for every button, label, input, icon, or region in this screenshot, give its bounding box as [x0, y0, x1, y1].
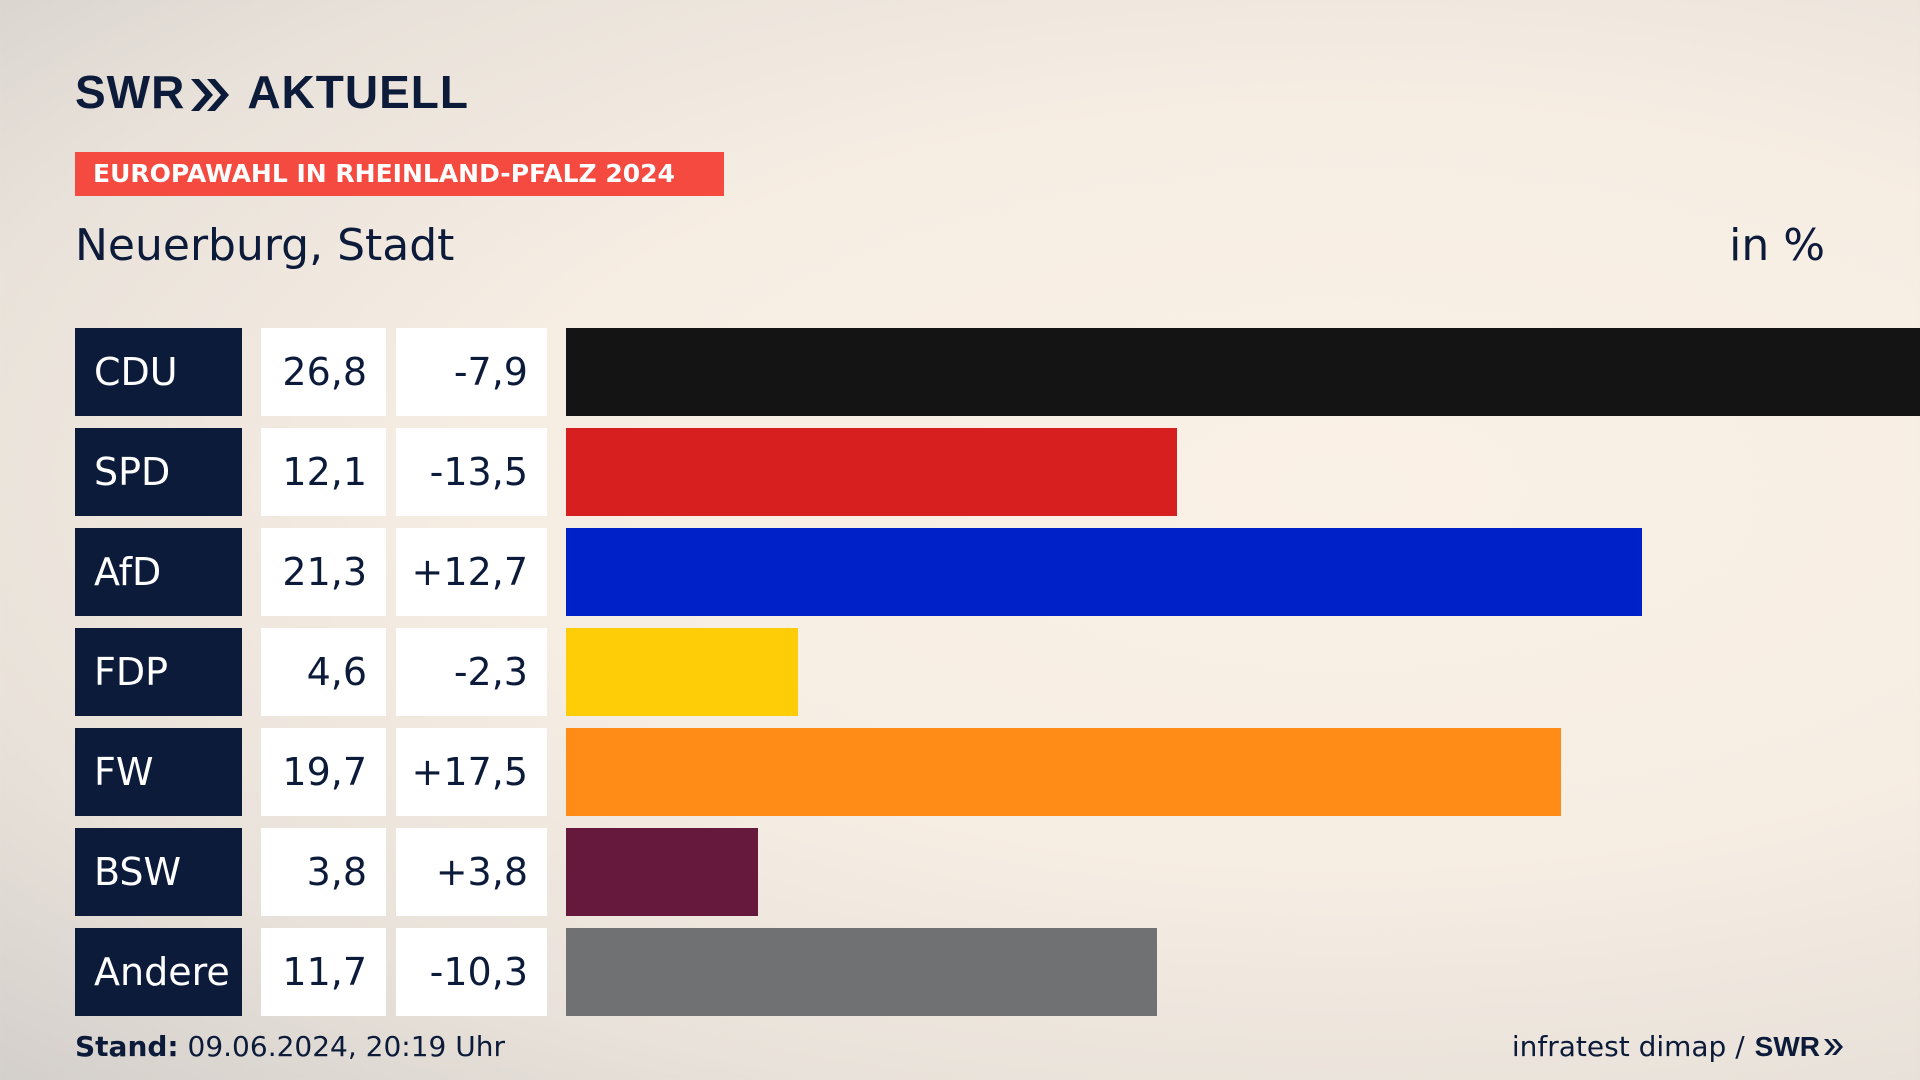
change-value: -13,5: [396, 428, 547, 516]
double-chevron-right-icon: [189, 72, 233, 112]
result-row: FW 19,7 +17,5: [75, 728, 1920, 816]
stand-label: Stand:: [75, 1030, 179, 1063]
party-label: SPD: [75, 428, 242, 516]
party-label: FW: [75, 728, 242, 816]
share-bar: [566, 628, 798, 716]
logo-swr-text: SWR: [75, 66, 186, 118]
result-row: BSW 3,8 +3,8: [75, 828, 1920, 916]
swr-aktuell-logo: SWR AKTUELL: [75, 66, 469, 118]
share-bar: [566, 728, 1561, 816]
result-row: AfD 21,3 +12,7: [75, 528, 1920, 616]
share-bar: [566, 828, 758, 916]
source-credit: infratest dimap / SWR: [1512, 1030, 1845, 1063]
footer-swr-text: SWR: [1754, 1030, 1820, 1062]
change-value: -7,9: [396, 328, 547, 416]
share-value: 26,8: [261, 328, 386, 416]
party-label: AfD: [75, 528, 242, 616]
timestamp: Stand: 09.06.2024, 20:19 Uhr: [75, 1030, 505, 1063]
share-value: 4,6: [261, 628, 386, 716]
result-row: FDP 4,6 -2,3: [75, 628, 1920, 716]
share-bar: [566, 328, 1920, 416]
result-row: Andere 11,7 -10,3: [75, 928, 1920, 1016]
change-value: -2,3: [396, 628, 547, 716]
change-value: +17,5: [396, 728, 547, 816]
share-value: 11,7: [261, 928, 386, 1016]
result-row: CDU 26,8 -7,9: [75, 328, 1920, 416]
unit-label: in %: [1729, 220, 1825, 271]
party-label: CDU: [75, 328, 242, 416]
change-value: +3,8: [396, 828, 547, 916]
change-value: -10,3: [396, 928, 547, 1016]
result-row: SPD 12,1 -13,5: [75, 428, 1920, 516]
share-value: 12,1: [261, 428, 386, 516]
change-value: +12,7: [396, 528, 547, 616]
party-label: BSW: [75, 828, 242, 916]
party-label: Andere: [75, 928, 242, 1016]
double-chevron-right-icon: [1824, 1038, 1843, 1055]
share-bar: [566, 428, 1177, 516]
stand-value: 09.06.2024, 20:19 Uhr: [187, 1030, 505, 1063]
share-bar: [566, 528, 1642, 616]
party-label: FDP: [75, 628, 242, 716]
logo-aktuell-text: AKTUELL: [247, 66, 469, 118]
source-text: infratest dimap /: [1511, 1030, 1745, 1063]
footer-swr-logo: SWR: [1755, 1031, 1845, 1063]
share-value: 21,3: [261, 528, 386, 616]
election-tag: EUROPAWAHL IN RHEINLAND-PFALZ 2024: [75, 152, 724, 196]
share-value: 19,7: [261, 728, 386, 816]
share-bar: [566, 928, 1157, 1016]
place-title: Neuerburg, Stadt: [75, 220, 455, 271]
share-value: 3,8: [261, 828, 386, 916]
